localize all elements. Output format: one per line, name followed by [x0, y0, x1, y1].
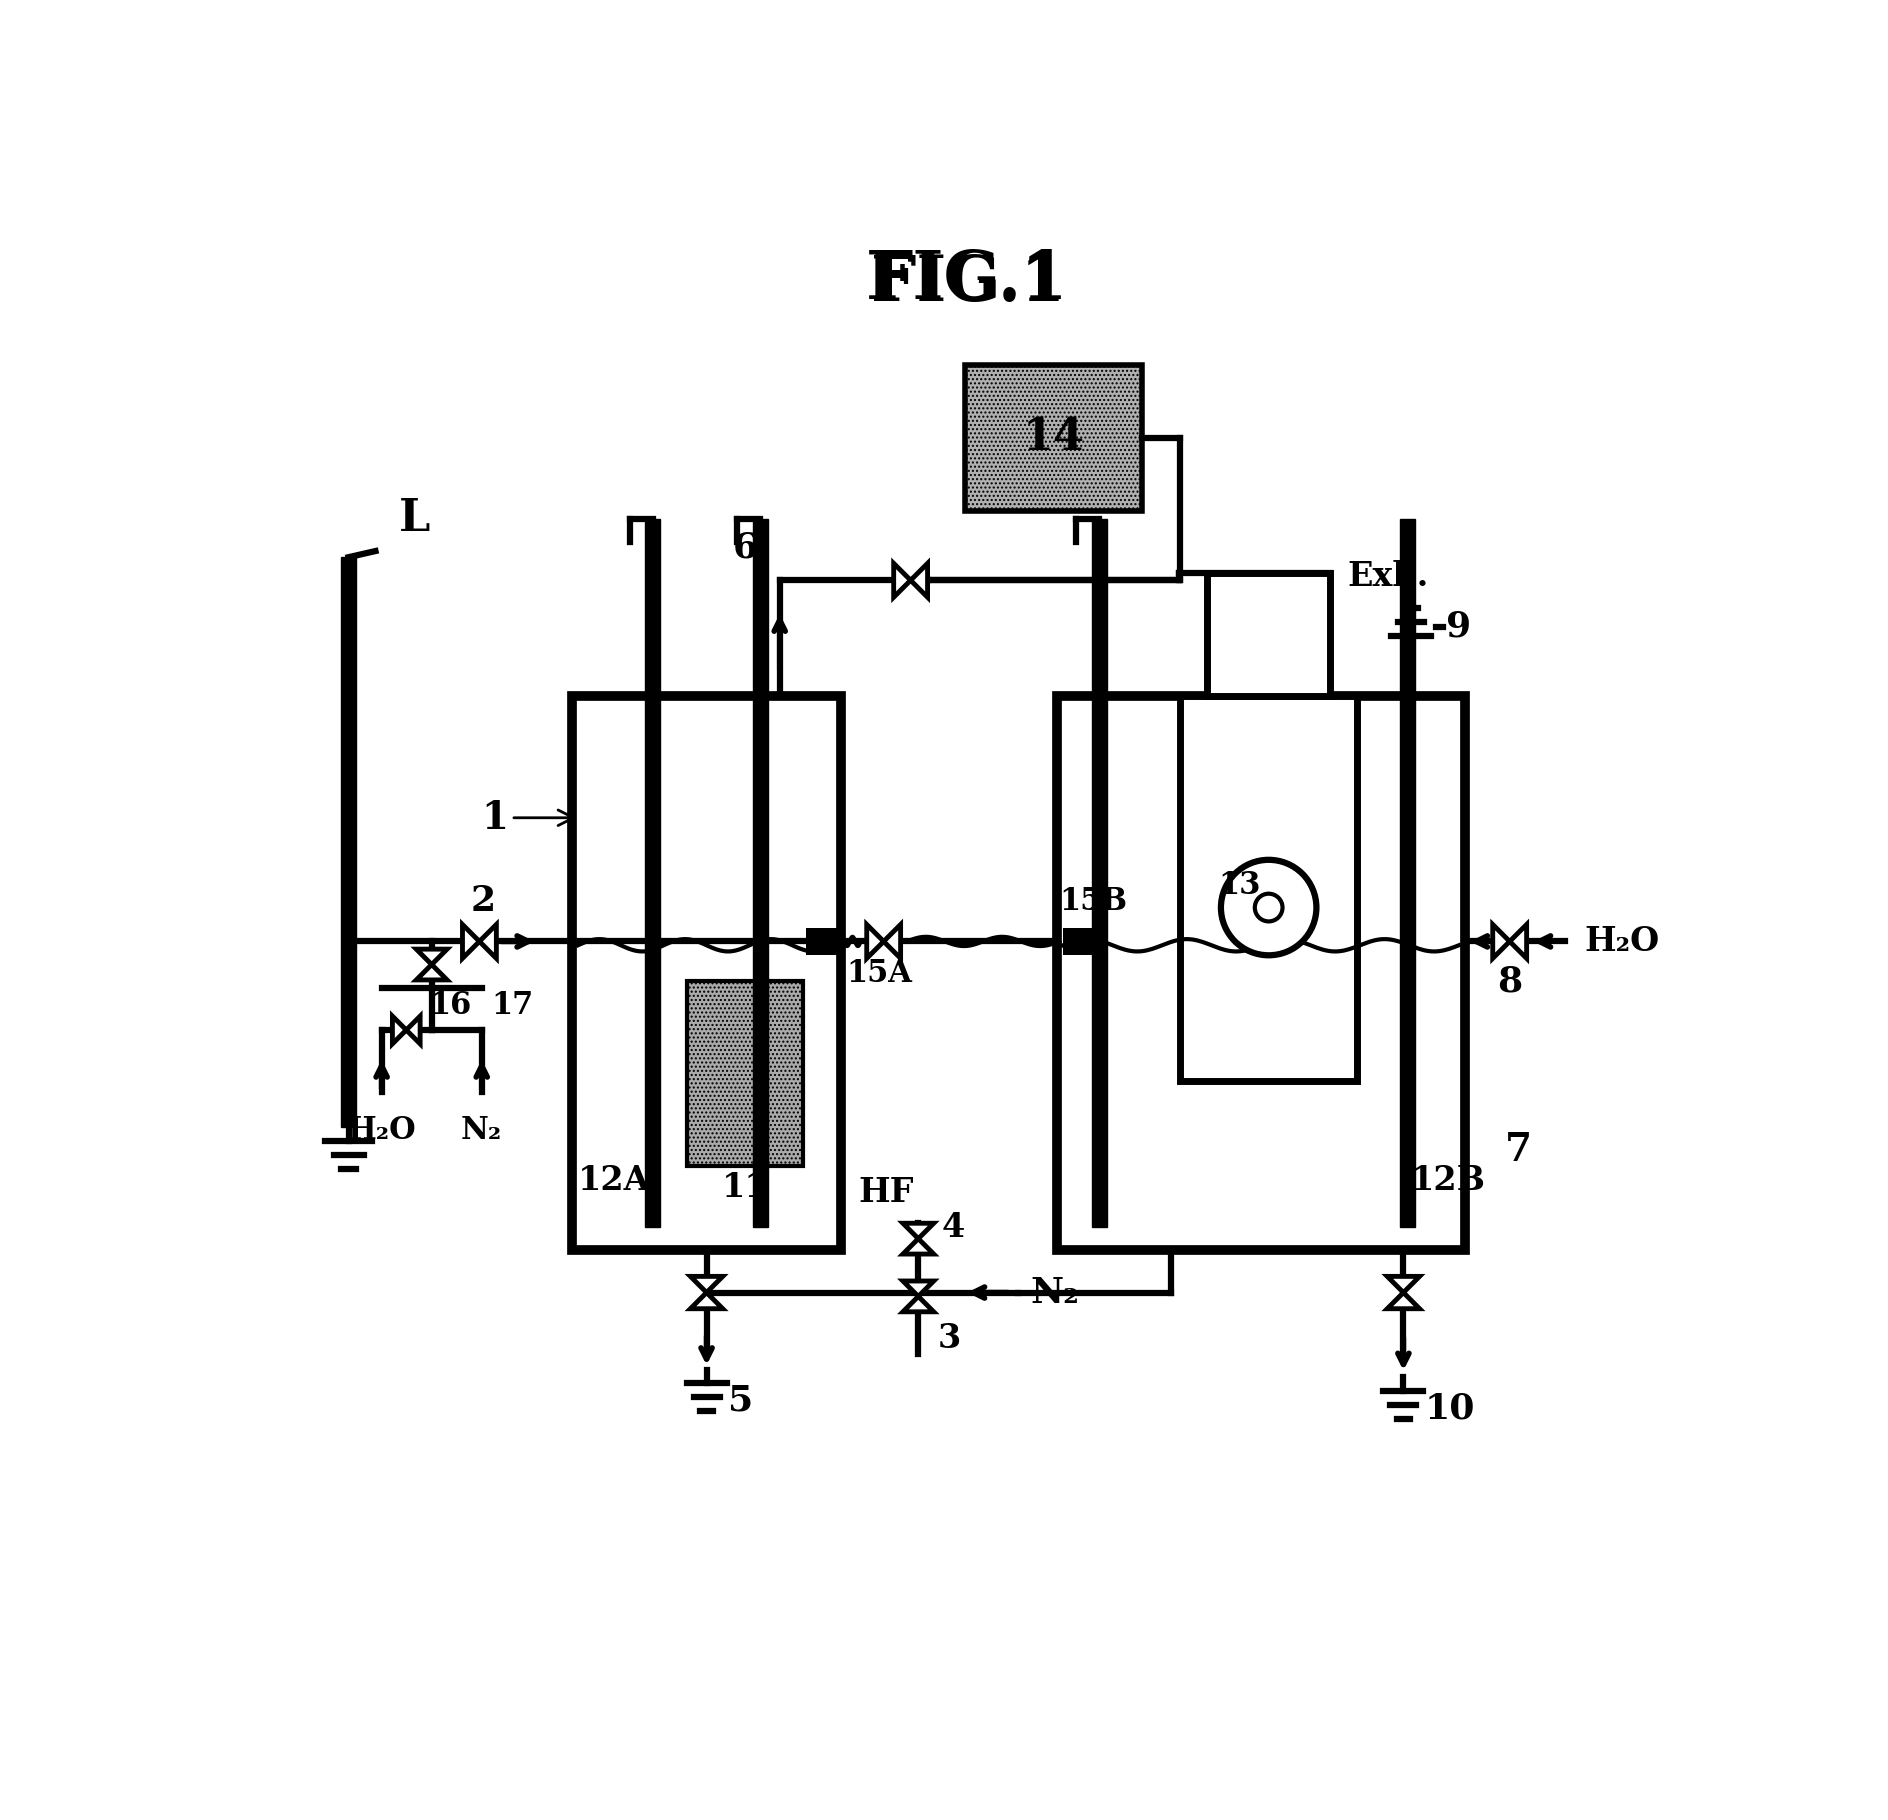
Text: 10: 10 [1425, 1390, 1476, 1425]
Text: N₂: N₂ [461, 1114, 502, 1145]
Bar [965, 364, 1142, 511]
Text: 17: 17 [491, 990, 532, 1021]
Polygon shape [691, 1276, 723, 1292]
Text: H₂O: H₂O [1584, 925, 1660, 957]
Text: 5: 5 [729, 1383, 753, 1418]
Polygon shape [406, 1016, 421, 1045]
Circle shape [1256, 894, 1282, 921]
Polygon shape [884, 925, 901, 959]
Text: 4: 4 [942, 1210, 965, 1243]
Bar [1399, 519, 1414, 1227]
Bar [1180, 695, 1357, 1081]
Text: 6: 6 [733, 531, 757, 564]
Text: 8: 8 [1497, 965, 1522, 999]
Text: 1: 1 [481, 799, 574, 837]
Text: 2: 2 [470, 885, 497, 919]
Bar [572, 695, 842, 1250]
Text: 14: 14 [1021, 417, 1084, 459]
Bar [1091, 519, 1106, 1227]
Polygon shape [902, 1223, 935, 1239]
Text: 12B: 12B [1410, 1165, 1486, 1198]
Text: 3: 3 [938, 1323, 961, 1356]
Polygon shape [1388, 1276, 1420, 1292]
Polygon shape [1510, 925, 1527, 959]
Text: Exh.: Exh. [1348, 561, 1429, 593]
Polygon shape [691, 1292, 723, 1309]
Text: FIG.1: FIG.1 [870, 253, 1065, 315]
Polygon shape [902, 1296, 935, 1312]
Text: 15A: 15A [846, 959, 912, 990]
Text: 7: 7 [1505, 1132, 1533, 1170]
Polygon shape [463, 925, 480, 959]
Text: 9: 9 [1446, 610, 1471, 644]
Text: 11: 11 [721, 1170, 768, 1203]
Polygon shape [910, 564, 927, 597]
Bar [1057, 695, 1465, 1250]
Polygon shape [415, 965, 447, 979]
Circle shape [1222, 859, 1316, 956]
Text: 13: 13 [1218, 870, 1261, 901]
Text: 15B: 15B [1059, 886, 1127, 917]
Bar [687, 981, 802, 1165]
Polygon shape [893, 564, 910, 597]
Text: 12A: 12A [578, 1165, 651, 1198]
Text: 16: 16 [429, 990, 472, 1021]
Polygon shape [1388, 1292, 1420, 1309]
Polygon shape [393, 1016, 406, 1045]
Bar [806, 928, 836, 956]
Bar [342, 557, 357, 1127]
Text: FIG.1: FIG.1 [867, 248, 1069, 313]
Polygon shape [902, 1281, 935, 1296]
Bar [646, 519, 661, 1227]
Bar [1063, 928, 1093, 956]
Bar [1206, 573, 1331, 695]
Polygon shape [480, 925, 497, 959]
Bar [753, 519, 768, 1227]
Text: H₂O: H₂O [347, 1114, 415, 1145]
Polygon shape [867, 925, 884, 959]
Polygon shape [1493, 925, 1510, 959]
Text: N₂: N₂ [1031, 1276, 1078, 1310]
Polygon shape [902, 1239, 935, 1254]
Text: HF: HF [859, 1176, 914, 1208]
Polygon shape [415, 950, 447, 965]
Text: L: L [398, 497, 430, 541]
